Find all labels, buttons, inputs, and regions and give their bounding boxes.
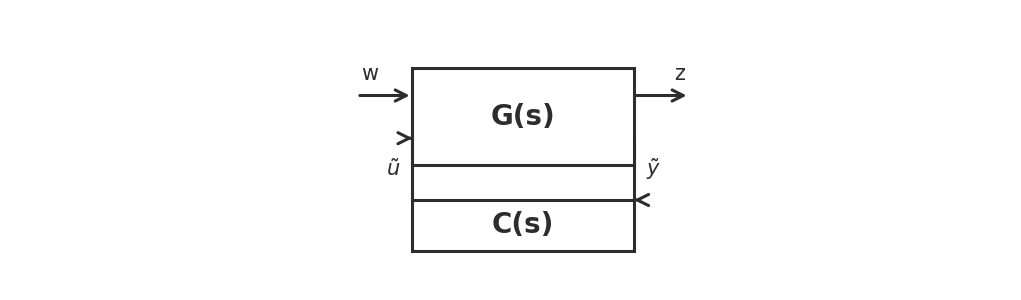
Text: G(s): G(s) (491, 103, 555, 131)
Text: w: w (361, 64, 378, 84)
FancyBboxPatch shape (412, 200, 634, 251)
Text: C(s): C(s) (492, 212, 554, 239)
Text: $\tilde{u}$: $\tilde{u}$ (386, 158, 400, 180)
Text: z: z (675, 64, 685, 84)
FancyBboxPatch shape (412, 68, 634, 165)
Text: $\tilde{y}$: $\tilde{y}$ (646, 156, 661, 182)
